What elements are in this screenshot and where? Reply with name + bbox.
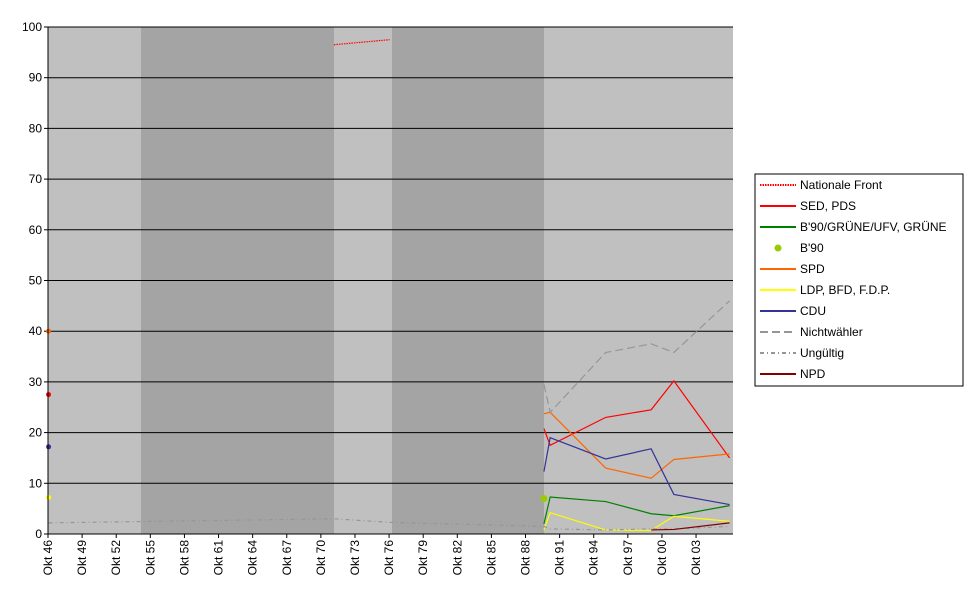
legend-label: SPD xyxy=(800,262,825,276)
x-tick-label: Okt 91 xyxy=(553,540,567,576)
x-tick-label: Okt 49 xyxy=(75,540,89,576)
y-tick-label: 30 xyxy=(29,375,43,389)
lines xyxy=(46,39,731,532)
x-tick-label: Okt 94 xyxy=(587,540,601,576)
x-tick-label: Okt 76 xyxy=(382,540,396,576)
marker xyxy=(46,494,52,500)
x-tick-label: Okt 67 xyxy=(280,540,294,576)
y-tick-label: 60 xyxy=(29,223,43,237)
legend xyxy=(754,173,964,387)
x-tick-label: Okt 70 xyxy=(314,540,328,576)
x-tick-label: Okt 55 xyxy=(143,540,157,576)
y-tick-label: 70 xyxy=(29,172,43,186)
marker xyxy=(46,392,52,398)
y-tick-label: 50 xyxy=(29,274,43,288)
series-line xyxy=(543,511,730,532)
x-tick-label: Okt 64 xyxy=(246,540,260,576)
marker xyxy=(46,444,52,450)
x-tick-label: Okt 61 xyxy=(212,540,226,576)
legend-label: CDU xyxy=(800,304,826,318)
x-tick-label: Okt 79 xyxy=(416,540,430,576)
series-line xyxy=(543,300,730,414)
y-tick-label: 0 xyxy=(35,527,42,541)
x-tick-label: Okt 97 xyxy=(621,540,635,576)
x-tick-label: Okt 03 xyxy=(689,540,703,576)
legend-label: Nichtwähler xyxy=(800,325,863,339)
series-line xyxy=(543,496,730,524)
x-tick-label: Okt 52 xyxy=(109,540,123,576)
x-tick-label: Okt 46 xyxy=(41,540,55,576)
legend-label: B'90 xyxy=(800,241,824,255)
y-tick-label: 10 xyxy=(29,476,43,490)
x-tick-label: Okt 73 xyxy=(348,540,362,576)
y-tick-label: 80 xyxy=(29,121,43,135)
x-tick-label: Okt 00 xyxy=(655,540,669,576)
marker xyxy=(540,495,548,503)
series-line xyxy=(333,39,390,46)
x-tick-label: Okt 85 xyxy=(484,540,498,576)
y-tick-label: 100 xyxy=(22,20,42,34)
x-tick-label: Okt 58 xyxy=(177,540,191,576)
legend-label: LDP, BFD, F.D.P. xyxy=(800,283,890,297)
legend-label: Nationale Front xyxy=(800,178,883,192)
series-line xyxy=(48,518,730,531)
x-tick-label: Okt 82 xyxy=(450,540,464,576)
y-tick-label: 20 xyxy=(29,426,43,440)
series-line xyxy=(651,522,730,531)
legend-label: NPD xyxy=(800,367,826,381)
x-tick-label: Okt 88 xyxy=(519,540,533,576)
y-tick-label: 40 xyxy=(29,324,43,338)
legend-label: B'90/GRÜNE/UFV, GRÜNE xyxy=(800,220,947,234)
marker xyxy=(46,328,52,334)
legend-marker xyxy=(774,244,782,252)
legend-entries: Nationale Front SED, PDS B'90/GRÜNE/UFV, G… xyxy=(760,178,947,381)
y-tick-label: 90 xyxy=(29,71,43,85)
series-line xyxy=(543,411,730,479)
series-line xyxy=(543,436,730,506)
legend-label: SED, PDS xyxy=(800,199,856,213)
legend-label: Ungültig xyxy=(800,346,844,360)
